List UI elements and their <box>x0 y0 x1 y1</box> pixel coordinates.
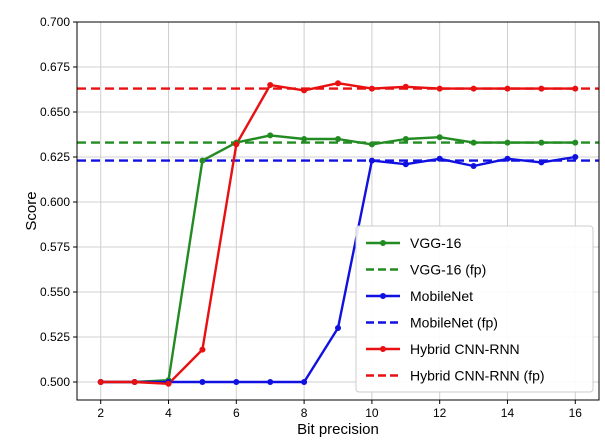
legend-marker-mobilenet <box>380 293 386 299</box>
x-axis-label: Bit precision <box>297 421 379 438</box>
hybrid-cnn-rnn-point <box>402 83 409 90</box>
y-tick-label: 0.550 <box>40 285 70 299</box>
x-tick-label: 12 <box>433 406 447 420</box>
legend-label-vgg-16-fp: VGG-16 (fp) <box>410 262 486 278</box>
x-tick-label: 4 <box>165 406 172 420</box>
y-tick-label: 0.525 <box>40 330 70 344</box>
x-tick-label: 8 <box>301 406 308 420</box>
hybrid-cnn-rnn-point <box>470 85 477 92</box>
vgg-16-point <box>301 136 308 142</box>
y-tick-label: 0.700 <box>40 15 70 29</box>
x-axis-ticks: 2 4 6 8 10 12 14 16 <box>97 400 582 420</box>
vgg-16-point <box>199 157 206 164</box>
legend-label-mobilenet-fp: MobileNet (fp) <box>410 315 498 331</box>
y-tick-label: 0.625 <box>40 150 70 164</box>
y-axis-label: Score <box>23 191 40 230</box>
series-points <box>97 80 579 387</box>
y-tick-label: 0.675 <box>40 60 70 74</box>
vgg-16-point <box>402 136 409 142</box>
x-tick-label: 16 <box>569 406 583 420</box>
hybrid-cnn-rnn-point <box>233 141 240 148</box>
mobilenet-point <box>301 379 308 385</box>
hybrid-cnn-rnn-point <box>538 85 545 92</box>
y-tick-label: 0.600 <box>40 195 70 209</box>
x-tick-label: 10 <box>365 406 379 420</box>
mobilenet-point <box>368 157 375 164</box>
plot-frame <box>76 21 600 401</box>
legend-marker-hybrid-cnn-rnn <box>380 346 386 352</box>
vgg-16-point <box>368 141 375 148</box>
legend-label-hybrid-cnn-rnn: Hybrid CNN-RNN <box>410 341 520 357</box>
vgg-16-point <box>504 139 511 146</box>
legend-label-hybrid-cnn-rnn-fp: Hybrid CNN-RNN (fp) <box>410 368 545 384</box>
hybrid-cnn-rnn-point <box>572 85 579 92</box>
hybrid-cnn-rnn-point <box>504 85 511 92</box>
hybrid-cnn-rnn-point <box>131 379 138 385</box>
mobilenet-point <box>572 154 579 160</box>
vgg-16-point <box>267 132 274 139</box>
hybrid-cnn-rnn-point <box>267 82 274 88</box>
vgg-16-point <box>470 139 477 146</box>
mobilenet-point <box>233 379 240 385</box>
hybrid-cnn-rnn-point <box>301 87 308 94</box>
y-tick-label: 0.650 <box>40 105 70 119</box>
legend-label-mobilenet: MobileNet <box>410 288 473 304</box>
vgg-16-point <box>436 134 443 141</box>
mobilenet-point <box>538 159 545 166</box>
mobilenet-point <box>436 155 443 162</box>
mobilenet-point <box>402 161 409 168</box>
legend-label-vgg-16: VGG-16 <box>410 235 462 251</box>
x-tick-label: 2 <box>97 406 104 420</box>
y-tick-label: 0.575 <box>40 240 70 254</box>
x-tick-label: 6 <box>233 406 240 420</box>
x-tick-label: 14 <box>501 406 515 420</box>
hybrid-cnn-rnn-point <box>368 85 375 92</box>
fp-reference-lines <box>77 87 599 162</box>
vgg-16-point <box>572 139 579 146</box>
hybrid-cnn-rnn-point <box>436 85 443 92</box>
mobilenet-point <box>199 379 206 385</box>
vgg-16-point <box>335 136 341 142</box>
mobilenet-point <box>267 379 274 385</box>
y-axis-ticks: 0.500 0.525 0.550 0.575 0.600 0.625 0.650 0.675… <box>40 15 77 389</box>
hybrid-cnn-rnn-point <box>165 380 172 387</box>
legend-marker-vgg-16 <box>380 240 386 246</box>
legend: VGG-16 VGG-16 (fp) MobileNet MobileNet (fp)… <box>355 225 594 393</box>
mobilenet-point <box>470 163 477 169</box>
hybrid-cnn-rnn-point <box>335 80 341 87</box>
vgg-16-point <box>538 139 545 146</box>
hybrid-cnn-rnn-point <box>199 346 206 353</box>
y-tick-label: 0.500 <box>40 375 70 389</box>
mobilenet-point <box>504 155 511 162</box>
legend-box <box>355 225 594 393</box>
mobilenet-point <box>335 325 341 331</box>
hybrid-cnn-rnn-point <box>97 379 104 385</box>
